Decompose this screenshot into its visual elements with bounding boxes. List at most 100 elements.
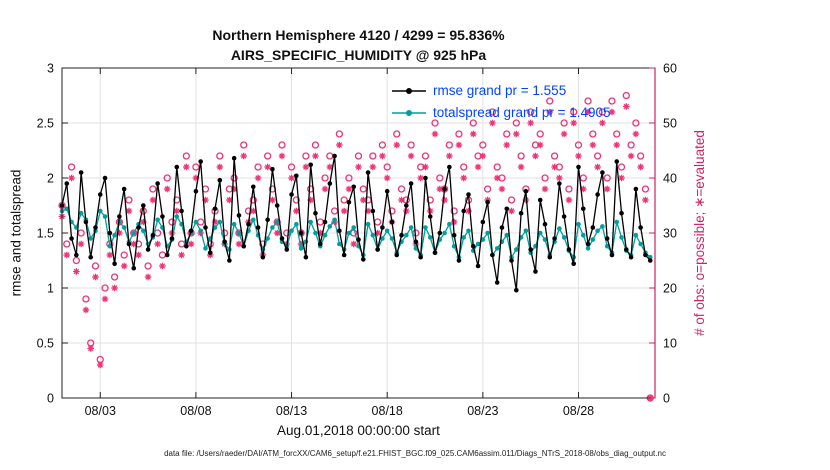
obs-evaluated-marker (163, 185, 171, 193)
obs-evaluated-marker (369, 163, 377, 171)
obs-evaluated-marker (522, 196, 530, 204)
y-right-tick-label: 0 (663, 392, 670, 406)
obs-possible-marker (426, 196, 434, 204)
obs-possible-marker (321, 174, 329, 182)
y-right-tick-label: 50 (663, 117, 677, 131)
obs-possible-marker (287, 163, 296, 171)
obs-evaluated-marker (489, 119, 496, 127)
obs-evaluated-marker (632, 130, 640, 138)
x-tick-label: 08/23 (467, 404, 498, 418)
obs-evaluated-marker (183, 163, 190, 171)
obs-evaluated-marker (551, 163, 558, 171)
obs-evaluated-marker (403, 207, 410, 215)
obs-possible-marker (584, 97, 592, 105)
data-file-caption: data file: /Users/raeder/DAI/ATM_forcXX/… (164, 449, 666, 458)
obs-evaluated-marker (139, 218, 147, 226)
obs-possible-marker (421, 152, 430, 160)
obs-possible-marker (316, 218, 324, 226)
obs-evaluated-marker (589, 141, 597, 149)
obs-possible-marker (550, 152, 559, 160)
obs-evaluated-marker (422, 163, 429, 171)
obs-evaluated-marker (517, 163, 525, 171)
obs-evaluated-marker (575, 152, 582, 160)
obs-possible-marker (603, 174, 611, 182)
obs-possible-marker (120, 251, 128, 259)
obs-evaluated-marker (446, 152, 453, 160)
obs-possible-marker (536, 130, 544, 138)
obs-evaluated-marker (508, 207, 515, 215)
obs-possible-marker (593, 152, 602, 160)
obs-evaluated-marker (536, 141, 544, 149)
obs-possible-marker (450, 207, 458, 215)
obs-possible-marker (431, 119, 439, 127)
obs-evaluated-marker (637, 163, 644, 171)
obs-possible-marker (598, 108, 607, 116)
obs-evaluated-marker (240, 152, 248, 160)
obs-possible-marker (144, 262, 152, 270)
obs-possible-marker (479, 141, 487, 149)
obs-evaluated-marker (101, 295, 109, 303)
obs-evaluated-marker (579, 185, 587, 193)
obs-evaluated-marker (202, 196, 209, 204)
obs-possible-marker (483, 185, 492, 193)
obs-evaluated-marker (278, 152, 286, 160)
obs-possible-marker (302, 152, 310, 160)
obs-evaluated-marker (96, 361, 104, 369)
obs-evaluated-marker (297, 240, 305, 248)
obs-possible-marker (72, 256, 80, 265)
obs-possible-marker (617, 163, 626, 171)
obs-possible-marker (91, 262, 100, 270)
obs-evaluated-marker (546, 108, 554, 116)
obs-possible-marker (613, 130, 621, 138)
obs-possible-marker (512, 119, 520, 127)
obs-evaluated-marker (345, 185, 353, 193)
obs-possible-marker (283, 229, 291, 237)
obs-possible-marker (369, 152, 377, 160)
legend: rmse grand pr = 1.555 totalspread grand … (391, 81, 611, 122)
obs-evaluated-marker (623, 103, 630, 110)
obs-evaluated-marker (302, 163, 310, 171)
legend-entry-rmse: rmse grand pr = 1.555 (391, 81, 611, 100)
obs-possible-marker (216, 152, 224, 160)
obs-evaluated-marker (321, 185, 329, 193)
obs-possible-marker (388, 207, 396, 215)
obs-possible-marker (383, 163, 391, 171)
obs-possible-marker (311, 141, 320, 149)
obs-evaluated-marker (235, 240, 243, 248)
obs-evaluated-marker (211, 218, 219, 226)
obs-evaluated-marker (498, 185, 506, 193)
obs-evaluated-marker (312, 152, 319, 160)
obs-evaluated-marker (436, 185, 444, 193)
obs-possible-marker (637, 152, 645, 160)
obs-evaluated-marker (307, 196, 314, 204)
x-tick-label: 08/08 (180, 404, 211, 418)
tick-marks (62, 67, 655, 399)
obs-possible-marker (493, 163, 501, 171)
obs-possible-marker (632, 119, 640, 127)
obs-evaluated-marker (355, 163, 362, 171)
obs-possible-marker (335, 130, 344, 138)
obs-evaluated-marker (599, 119, 606, 127)
x-tick-label: 08/28 (563, 404, 594, 418)
obs-evaluated-marker (340, 207, 348, 215)
obs-evaluated-marker (426, 207, 434, 215)
obs-possible-marker (149, 185, 157, 193)
obs-possible-marker (326, 152, 334, 160)
y-right-tick-label: 30 (663, 227, 677, 241)
obs-evaluated-marker (479, 152, 487, 160)
obs-possible-marker (570, 108, 578, 116)
obs-evaluated-marker (465, 207, 472, 215)
obs-possible-marker (589, 130, 597, 138)
obs-evaluated-marker (125, 207, 133, 215)
obs-evaluated-marker (556, 174, 563, 182)
obs-possible-marker (163, 174, 171, 182)
obs-possible-marker (63, 240, 71, 248)
obs-evaluated-marker (159, 262, 166, 270)
obs-possible-marker (546, 97, 554, 105)
obs-evaluated-marker (154, 240, 161, 248)
rmse-series (59, 153, 653, 293)
obs-possible-marker (407, 141, 415, 149)
y-left-tick-label: 2.5 (37, 117, 54, 131)
obs-possible-marker (460, 163, 468, 171)
x-axis-label: Aug.01,2018 00:00:00 start (277, 423, 440, 438)
